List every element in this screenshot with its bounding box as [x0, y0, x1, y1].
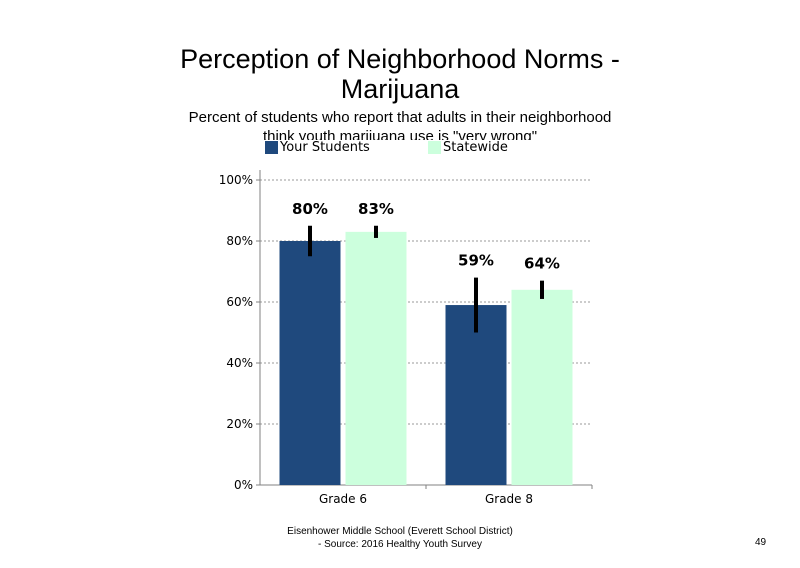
data-label: 59%	[458, 252, 494, 270]
legend-label-statewide: Statewide	[443, 140, 508, 155]
y-tick-label: 0%	[234, 478, 253, 492]
x-tick-label: Grade 6	[319, 492, 367, 506]
y-tick-label: 20%	[226, 417, 253, 431]
page-number: 49	[755, 537, 767, 548]
data-label: 80%	[292, 200, 328, 218]
x-tick-label: Grade 8	[485, 492, 533, 506]
data-label: 83%	[358, 200, 394, 218]
footer-line-1: Eisenhower Middle School (Everett School…	[287, 526, 513, 537]
chart-title: Perception of Neighborhood Norms - Marij…	[0, 44, 800, 104]
bar	[345, 231, 407, 485]
footer-line-2: - Source: 2016 Healthy Youth Survey	[318, 539, 482, 550]
legend-swatch-statewide	[428, 141, 441, 154]
y-tick-label: 80%	[226, 234, 253, 248]
legend-item-statewide: Statewide	[428, 140, 508, 155]
legend-swatch-your-students	[265, 141, 278, 154]
y-tick-label: 40%	[226, 356, 253, 370]
y-tick-label: 100%	[219, 173, 253, 187]
chart-title-line-1: Perception of Neighborhood Norms -	[180, 44, 620, 74]
legend-item-your-students: Your Students	[265, 140, 370, 155]
bar	[445, 305, 507, 485]
data-label: 64%	[524, 255, 560, 273]
bar	[279, 241, 341, 485]
chart-title-line-2: Marijuana	[340, 74, 460, 104]
chart-subtitle: Percent of students who report that adul…	[150, 108, 650, 140]
y-tick-label: 60%	[226, 295, 253, 309]
chart-subtitle-line-1: Percent of students who report that adul…	[188, 109, 612, 126]
legend-label-your-students: Your Students	[280, 140, 370, 155]
bar	[511, 289, 573, 485]
footer-source: Eisenhower Middle School (Everett School…	[250, 525, 550, 551]
chart-subtitle-line-2: think youth marijuana use is "very wrong…	[262, 128, 538, 140]
